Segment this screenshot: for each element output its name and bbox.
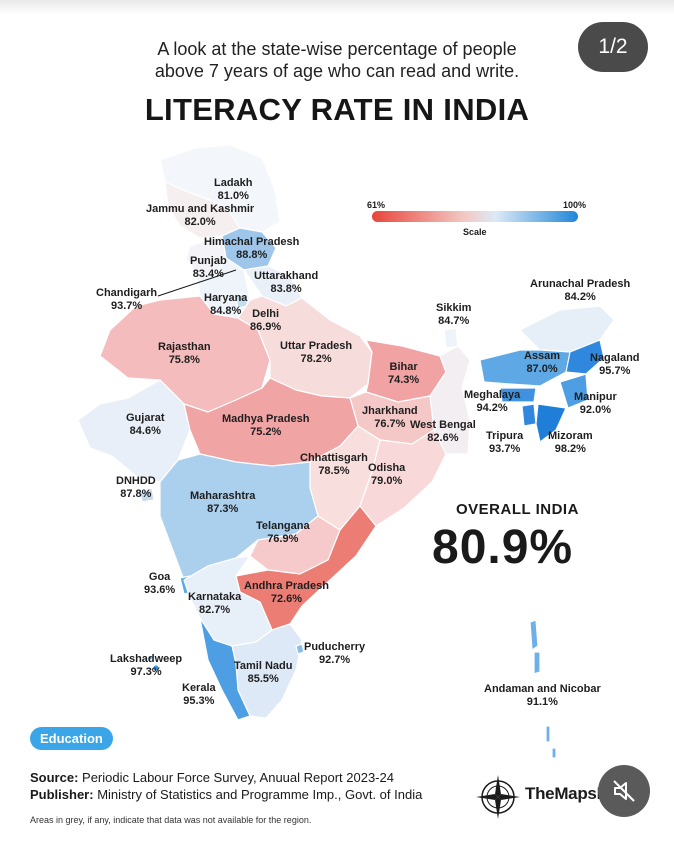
label-uttarakhand: Uttarakhand 83.8%: [254, 270, 319, 295]
label-madhya-pradesh: Madhya Pradesh 75.2%: [222, 413, 310, 438]
label-andaman: Andaman and Nicobar 91.1%: [484, 683, 601, 708]
label-dnhdd: DNHDD 87.8%: [116, 475, 156, 500]
label-west-bengal: West Bengal 82.6%: [410, 419, 476, 444]
source-block: Source: Periodic Labour Force Survey, An…: [30, 769, 422, 803]
region-odisha: [359, 429, 447, 527]
label-arunachal: Arunachal Pradesh 84.2%: [530, 278, 631, 303]
label-puducherry: Puducherry 92.7%: [304, 641, 366, 666]
label-gujarat: Gujarat 84.6%: [126, 412, 165, 437]
label-uttar-pradesh: Uttar Pradesh 78.2%: [280, 340, 353, 365]
label-chhattisgarh: Chhattisgarh 78.5%: [300, 452, 368, 477]
scale-min-label: 61%: [367, 200, 386, 210]
label-goa: Goa 93.6%: [144, 571, 176, 596]
label-punjab: Punjab 83.4%: [190, 255, 227, 280]
subtitle: A look at the state-wise percentage of p…: [0, 38, 674, 82]
label-himachal: Himachal Pradesh 88.8%: [204, 236, 300, 261]
overall-label: OVERALL INDIA: [456, 501, 579, 518]
region-sikkim: [443, 327, 459, 349]
region-dnhdd: [139, 487, 155, 503]
label-nagaland: Nagaland 95.7%: [590, 352, 640, 377]
label-bihar: Bihar 74.3%: [388, 361, 420, 386]
region-meghalaya: [499, 387, 537, 403]
scale-max-label: 100%: [563, 200, 587, 210]
label-haryana: Haryana 84.8%: [204, 292, 248, 317]
scale-caption: Scale: [463, 227, 487, 237]
label-delhi: Delhi 86.9%: [250, 308, 282, 333]
region-andaman: [529, 619, 539, 651]
label-manipur: Manipur 92.0%: [574, 391, 617, 416]
label-assam: Assam 87.0%: [524, 350, 561, 375]
region-nagaland: [565, 339, 605, 375]
region-kerala: [199, 617, 251, 721]
label-telangana: Telangana 76.9%: [256, 520, 310, 545]
label-rajasthan: Rajasthan 75.8%: [158, 341, 211, 366]
label-ladakh: Ladakh 81.0%: [214, 177, 253, 202]
compass-icon: [476, 775, 520, 819]
mute-button[interactable]: [598, 765, 650, 817]
label-meghalaya: Meghalaya 94.2%: [464, 389, 521, 414]
label-kerala: Kerala 95.3%: [182, 682, 216, 707]
region-lakshadweep: [153, 665, 159, 671]
region-puducherry: [295, 643, 305, 655]
label-tamil-nadu: Tamil Nadu 85.5%: [234, 660, 293, 685]
label-jharkhand: Jharkhand 76.7%: [362, 405, 418, 430]
label-lakshadweep: Lakshadweep 97.3%: [110, 653, 183, 678]
overall-value: 80.9%: [432, 521, 574, 574]
region-uttar-pradesh: [237, 295, 373, 399]
label-sikkim: Sikkim 84.7%: [436, 302, 472, 327]
chandigarh-leader-line: [157, 269, 237, 297]
label-jammu-kashmir: Jammu and Kashmir 82.0%: [146, 203, 255, 228]
label-maharashtra: Maharashtra 87.3%: [190, 490, 256, 515]
subtitle-line-2: above 7 years of age who can read and wr…: [154, 61, 520, 81]
region-west-bengal: [429, 345, 471, 455]
label-chandigarh: Chandigarh 93.7%: [96, 287, 158, 312]
region-gujarat: [77, 379, 191, 483]
top-fade: [0, 0, 674, 14]
page-indicator[interactable]: 1/2: [578, 22, 648, 72]
label-andhra: Andhra Pradesh 72.6%: [244, 580, 329, 605]
source-line: Source: Periodic Labour Force Survey, An…: [30, 770, 394, 785]
subtitle-line-1: A look at the state-wise percentage of p…: [157, 39, 517, 59]
region-mizoram: [535, 403, 567, 443]
category-tag[interactable]: Education: [30, 727, 113, 750]
label-tripura: Tripura 93.7%: [486, 430, 524, 455]
mute-icon: [613, 780, 635, 802]
region-tripura: [521, 403, 537, 427]
region-manipur: [559, 373, 589, 409]
footnote: Areas in grey, if any, indicate that dat…: [30, 815, 312, 825]
label-karnataka: Karnataka 82.7%: [188, 591, 242, 616]
label-odisha: Odisha 79.0%: [368, 462, 406, 487]
page-title: LITERACY RATE IN INDIA: [144, 92, 530, 127]
color-scale-bar: [372, 211, 578, 222]
publisher-line: Publisher: Ministry of Statistics and Pr…: [30, 787, 423, 802]
label-mizoram: Mizoram 98.2%: [548, 430, 593, 455]
